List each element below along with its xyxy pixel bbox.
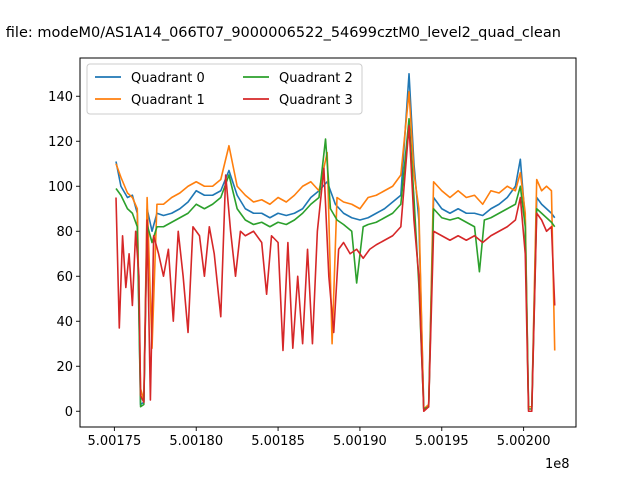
y-tick-label: 80 [56, 225, 73, 240]
legend: Quadrant 0 Quadrant 1 Quadrant 2 Quadrant 3 [86, 63, 363, 115]
series-line-quadrant-1 [115, 90, 556, 410]
x-tick-label: 5.00190 [333, 434, 387, 449]
y-tick-label: 40 [56, 315, 73, 330]
plot-frame [79, 57, 577, 428]
y-tick-label: 0 [65, 405, 73, 420]
x-axis-offset-label: 1e8 [545, 457, 570, 472]
legend-label-quadrant-0: Quadrant 0 [131, 71, 205, 86]
series-line-quadrant-3 [115, 124, 556, 413]
y-tick-label: 60 [56, 270, 73, 285]
y-tick-label: 120 [48, 135, 73, 150]
legend-label-quadrant-1: Quadrant 1 [131, 93, 205, 108]
x-tick-label: 5.00200 [497, 434, 551, 449]
x-tick-label: 5.00185 [251, 434, 305, 449]
y-tick-label: 20 [56, 360, 73, 375]
chart-title: n file: modeM0/AS1A14_066T07_9000006522_… [0, 25, 561, 41]
series-line-quadrant-0 [115, 72, 556, 410]
legend-box [86, 63, 363, 115]
y-tick-label: 140 [48, 90, 73, 105]
x-tick-label: 5.00180 [169, 434, 223, 449]
series-line-quadrant-2 [115, 117, 556, 410]
x-tick-label: 5.00175 [87, 434, 141, 449]
x-tick-label: 5.00195 [415, 434, 469, 449]
legend-label-quadrant-2: Quadrant 2 [279, 71, 353, 86]
y-tick-label: 100 [48, 180, 73, 195]
legend-label-quadrant-3: Quadrant 3 [279, 93, 353, 108]
